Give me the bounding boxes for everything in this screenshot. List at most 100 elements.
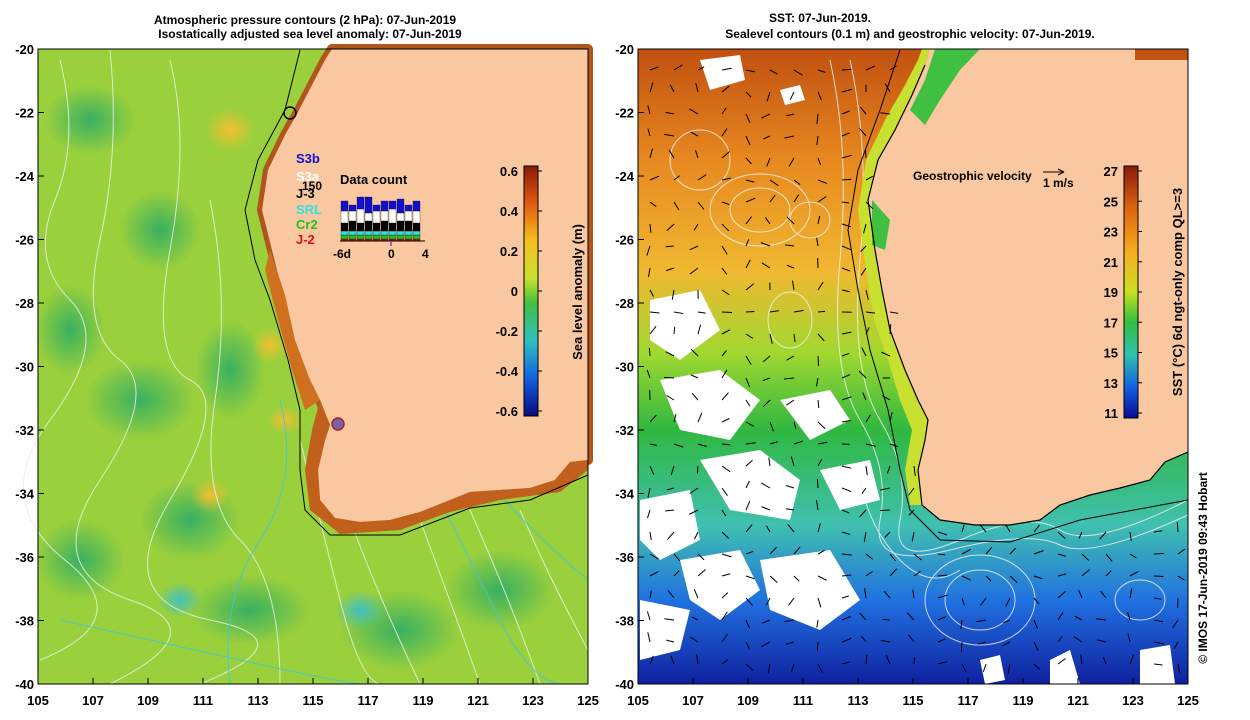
velocity-arrow — [664, 618, 675, 621]
velocity-arrow — [841, 396, 852, 401]
velocity-arrow — [937, 616, 947, 621]
velocity-arrow — [769, 546, 777, 555]
data-count-bar-segment — [340, 230, 349, 236]
x-tick-label: 105 — [627, 693, 649, 708]
velocity-arrow — [766, 91, 771, 102]
velocity-arrow — [985, 546, 993, 555]
velocity-arrow — [841, 661, 851, 665]
velocity-arrow — [745, 91, 752, 98]
velocity-arrow — [745, 259, 751, 269]
velocity-arrow — [884, 531, 891, 538]
colorbar-tick-label: 0.6 — [500, 164, 518, 179]
velocity-arrow — [817, 575, 827, 581]
velocity-arrow — [817, 549, 825, 555]
velocity-arrow — [1153, 641, 1164, 645]
data-count-bar-segment — [372, 234, 381, 240]
velocity-arrow — [697, 201, 705, 210]
velocity-arrow — [690, 131, 699, 137]
velocity-arrow — [817, 459, 823, 467]
velocity-arrow — [1033, 550, 1044, 555]
velocity-arrow — [1097, 639, 1107, 643]
sealevel-contours — [669, 59, 1189, 646]
velocity-arrow — [785, 485, 795, 489]
y-tick-label: -30 — [15, 360, 34, 375]
cloud-mask — [640, 55, 1175, 684]
velocity-arrow — [841, 245, 852, 251]
velocity-arrow — [761, 113, 771, 119]
velocity-arrow — [841, 201, 850, 204]
velocity-arrow — [976, 619, 987, 623]
velocity-arrow — [1033, 597, 1040, 605]
velocity-arrow — [649, 590, 652, 599]
velocity-arrow — [673, 570, 680, 577]
velocity-arrow — [760, 242, 771, 247]
y-tick-label: -36 — [615, 550, 634, 565]
velocity-arrow — [1129, 654, 1135, 665]
velocity-arrow — [1105, 553, 1113, 562]
velocity-arrow — [1074, 615, 1083, 621]
velocity-arrow — [665, 245, 675, 248]
velocity-arrow — [1003, 619, 1011, 624]
velocity-arrow — [673, 443, 684, 448]
y-tick-label: -28 — [615, 296, 634, 311]
velocity-arrow — [1057, 658, 1066, 665]
velocity-arrow — [671, 289, 675, 300]
velocity-arrow — [841, 68, 852, 71]
velocity-arrow — [649, 553, 659, 560]
velocity-arrow — [721, 67, 732, 71]
velocity-arrow — [1102, 656, 1107, 665]
velocity-arrow — [1129, 588, 1133, 599]
velocity-arrow — [769, 441, 778, 445]
data-count-bar-segment — [404, 234, 413, 240]
velocity-arrow — [647, 267, 651, 278]
velocity-arrow — [1033, 524, 1040, 533]
velocity-arrow — [817, 421, 826, 430]
y-tick-label: -32 — [15, 423, 34, 438]
velocity-legend-label: Geostrophic velocity — [913, 169, 1032, 183]
velocity-arrow — [1078, 589, 1083, 599]
velocity-arrow — [937, 638, 946, 643]
geostrophic-velocity-arrows — [646, 64, 1186, 674]
velocity-arrow — [881, 395, 891, 401]
velocity-arrow — [816, 237, 819, 247]
velocity-arrow — [689, 636, 699, 643]
velocity-arrow — [793, 333, 796, 343]
data-count-title: Data count — [340, 172, 408, 187]
velocity-arrow — [761, 482, 771, 489]
velocity-arrow — [669, 84, 675, 93]
velocity-arrow — [649, 289, 654, 297]
velocity-arrow — [985, 575, 992, 582]
velocity-arrow — [721, 223, 730, 232]
velocity-arrow — [666, 267, 675, 272]
velocity-arrow — [689, 267, 699, 275]
velocity-arrow — [889, 568, 898, 577]
velocity-arrow — [762, 399, 771, 408]
velocity-arrow — [889, 412, 893, 423]
velocity-arrow — [673, 414, 677, 423]
right-title-line1: SST: 07-Jun-2019. — [769, 11, 871, 25]
velocity-arrow — [769, 179, 779, 186]
y-tick-label: -32 — [615, 423, 634, 438]
right-y-axis: -20 -22 -24 -26 -28 -30 -32 -34 -36 -38 -40 — [615, 42, 644, 692]
velocity-arrow — [745, 480, 750, 489]
velocity-arrow — [1100, 590, 1107, 599]
velocity-arrow — [670, 465, 675, 476]
velocity-arrow — [745, 421, 755, 427]
colorbar-tick-label: 0 — [511, 284, 518, 299]
data-count-bar-segment — [388, 222, 397, 232]
velocity-arrow — [745, 524, 753, 533]
velocity-arrow — [865, 175, 874, 181]
velocity-arrow — [762, 377, 771, 381]
velocity-arrow — [1057, 612, 1064, 621]
data-count-bar-segment — [356, 234, 365, 240]
velocity-arrow — [859, 612, 867, 621]
velocity-arrow — [880, 509, 891, 512]
velocity-arrow — [785, 508, 795, 511]
velocity-arrow — [816, 478, 819, 489]
velocity-arrow — [1009, 547, 1017, 555]
credit-text: © IMOS 17-Jun-2019 09:43 Hobart — [1196, 472, 1210, 664]
velocity-arrow — [697, 569, 706, 577]
velocity-arrow — [886, 465, 891, 474]
data-count-bar-segment — [404, 210, 413, 222]
velocity-arrow — [745, 619, 751, 629]
